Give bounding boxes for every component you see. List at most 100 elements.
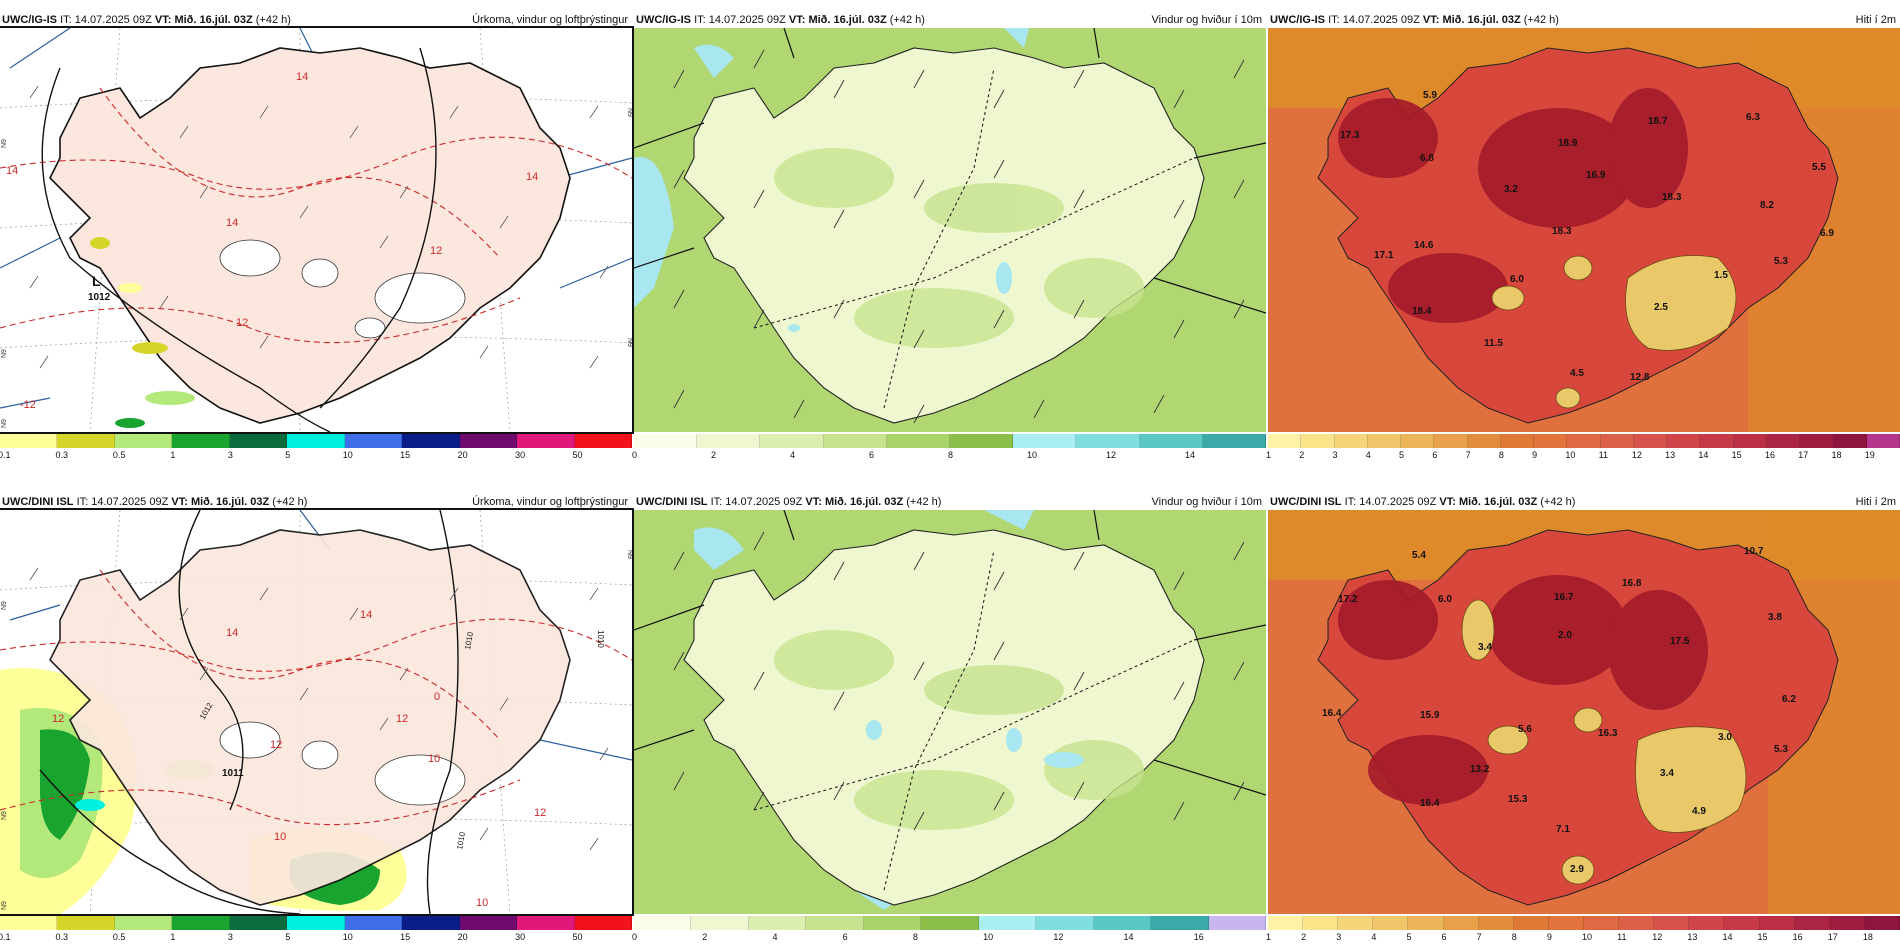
- pressure-label: 1010: [463, 631, 475, 651]
- colorbar-swatch: [1766, 434, 1801, 448]
- scale-tick-label: 2: [1301, 932, 1307, 942]
- temp-map-svg: 5.9 17.3 6.8 18.9 18.7 6.3 5.5 3.2 16.9 …: [1268, 28, 1900, 432]
- scale-tick-label: 30: [515, 450, 526, 460]
- scale-tick-label: 7: [1465, 450, 1471, 460]
- scale-tick-label: 6: [869, 450, 875, 460]
- colorbar-swatch: [1408, 916, 1444, 930]
- scale-tick-label: 11: [1598, 450, 1608, 460]
- model-name: UWC/DINI ISL: [1270, 496, 1342, 508]
- temp-value: 1.5: [1714, 270, 1728, 281]
- scale-tick-label: 3: [1336, 932, 1342, 942]
- colorbar-swatch: [229, 916, 288, 930]
- temp-value: 18.4: [1412, 306, 1432, 317]
- temp-value: 5.6: [1518, 724, 1532, 735]
- temp-value: 14.6: [1414, 240, 1434, 251]
- scale-tick-label: 0: [632, 450, 638, 460]
- scale-tick-label: 0.3: [55, 932, 68, 942]
- colorbar-swatch: [1443, 916, 1479, 930]
- init-time: 14.07.2025 09Z: [708, 14, 786, 26]
- isohyet-label: 12: [236, 317, 248, 329]
- panel-header: UWC/DINI ISL IT: 14.07.2025 09Z VT: Mið.…: [2, 496, 628, 508]
- wind-panel-dini: UWC/DINI ISL IT: 14.07.2025 09Z VT: Mið.…: [632, 494, 1266, 946]
- temp-value: 11.5: [1484, 338, 1503, 349]
- temp-panel-igis: UWC/IG-IS IT: 14.07.2025 09Z VT: Mið. 16…: [1266, 12, 1900, 464]
- scale-tick-label: 20: [457, 932, 468, 942]
- iceland-land: [49, 47, 571, 424]
- temp-scale-labels: 1 2 3 4 5 6 7 8 9 10 11 12 13 14 15 16 17 18 19: [1266, 450, 1900, 462]
- wind-map-svg: [634, 510, 1266, 914]
- scale-tick-label: 19: [1864, 450, 1875, 460]
- graticule-label: N9: [1, 139, 8, 148]
- scale-tick-label: 12: [1053, 932, 1064, 942]
- scale-tick-label: 30: [515, 932, 526, 942]
- scale-tick-label: 0.5: [112, 450, 126, 460]
- scale-tick-label: 5: [1406, 932, 1412, 942]
- scale-tick-label: 14: [1123, 932, 1134, 942]
- wind-panel-igis: UWC/IG-IS IT: 14.07.2025 09Z VT: Mið. 16…: [632, 12, 1267, 464]
- colorbar-swatch: [1500, 434, 1535, 448]
- graticule-label: N9: [1, 419, 8, 428]
- isohyet-label: 12: [534, 807, 546, 819]
- colorbar-swatch: [1864, 916, 1900, 930]
- wind-colorbar: [634, 916, 1266, 930]
- scale-tick-label: 0.3: [55, 450, 68, 460]
- temp-value: 5.4: [1412, 550, 1426, 561]
- temp-value: 13.2: [1470, 764, 1490, 775]
- scale-tick-label: 7: [1476, 932, 1482, 942]
- colorbar-swatch: [1700, 434, 1734, 448]
- colorbar-swatch: [229, 434, 288, 448]
- init-time: 14.07.2025 09Z: [1359, 496, 1437, 508]
- colorbar-swatch: [950, 434, 1014, 448]
- temp-colorbar: [1268, 916, 1900, 930]
- temp-map: 5.9 17.3 6.8 18.9 18.7 6.3 5.5 3.2 16.9 …: [1268, 28, 1900, 432]
- model-name: UWC/IG-IS: [636, 14, 691, 26]
- valid-time: Mið. 16.júl. 03Z: [824, 496, 904, 508]
- colorbar-swatch: [57, 434, 115, 448]
- temp-colorbar: [1268, 434, 1900, 448]
- precip-scale-labels: 0.1 0.3 0.5 1 3 5 10 15 20 30 50: [0, 450, 632, 462]
- scale-tick-label: 2: [1299, 450, 1305, 460]
- colorbar-swatch: [1467, 434, 1501, 448]
- scale-tick-label: 9: [1532, 450, 1538, 460]
- temp-value: 3.4: [1660, 768, 1674, 779]
- scale-tick-label: 15: [400, 932, 411, 942]
- colorbar-swatch: [402, 434, 460, 448]
- colorbar-swatch: [172, 434, 230, 448]
- temp-value: 12.8: [1630, 372, 1650, 383]
- panel-header: UWC/IG-IS IT: 14.07.2025 09Z VT: Mið. 16…: [636, 14, 1262, 26]
- temp-value: 6.2: [1782, 694, 1796, 705]
- colorbar-swatch: [114, 916, 173, 930]
- wind-scale-labels: 0 2 4 6 8 10 12 14 16: [632, 932, 1266, 944]
- colorbar-swatch: [1434, 434, 1468, 448]
- scale-tick-label: 1: [1266, 932, 1272, 942]
- scale-tick-label: 4: [790, 450, 796, 460]
- temp-value: 15.3: [1508, 794, 1528, 805]
- panel-header: UWC/DINI ISL IT: 14.07.2025 09Z VT: Mið.…: [636, 496, 1262, 508]
- product-title: Vindur og hviður í 10m: [1151, 496, 1262, 508]
- temp-value: 4.5: [1570, 368, 1584, 379]
- colorbar-swatch: [1478, 916, 1514, 930]
- scale-tick-label: 8: [1511, 932, 1517, 942]
- init-time: 14.07.2025 09Z: [91, 496, 169, 508]
- temp-map-svg: 5.4 10.7 17.2 6.0 16.7 16.8 3.8 3.4 2.0 …: [1268, 510, 1900, 914]
- colorbar-swatch: [691, 916, 749, 930]
- valid-time: Mið. 16.júl. 03Z: [1442, 14, 1521, 26]
- colorbar-swatch: [1534, 434, 1568, 448]
- graticule-label: N9: [1, 601, 8, 610]
- scale-tick-label: 0: [632, 932, 638, 942]
- colorbar-swatch: [0, 916, 58, 930]
- scale-tick-label: 6: [1432, 450, 1438, 460]
- colorbar-swatch: [1373, 916, 1409, 930]
- scale-tick-label: 50: [572, 450, 583, 460]
- colorbar-swatch: [1800, 434, 1834, 448]
- colorbar-swatch: [1654, 916, 1690, 930]
- scale-tick-label: 15: [1757, 932, 1768, 942]
- panel-header: UWC/IG-IS IT: 14.07.2025 09Z VT: Mið. 16…: [1270, 14, 1896, 26]
- colorbar-swatch: [1151, 916, 1209, 930]
- panel-header: UWC/IG-IS IT: 14.07.2025 09Z VT: Mið. 16…: [2, 14, 628, 26]
- colorbar-swatch: [459, 434, 518, 448]
- isohyet-label: -12: [20, 399, 36, 411]
- pressure-label: 1010: [596, 630, 605, 648]
- scale-tick-label: 16: [1792, 932, 1803, 942]
- colorbar-swatch: [1689, 916, 1725, 930]
